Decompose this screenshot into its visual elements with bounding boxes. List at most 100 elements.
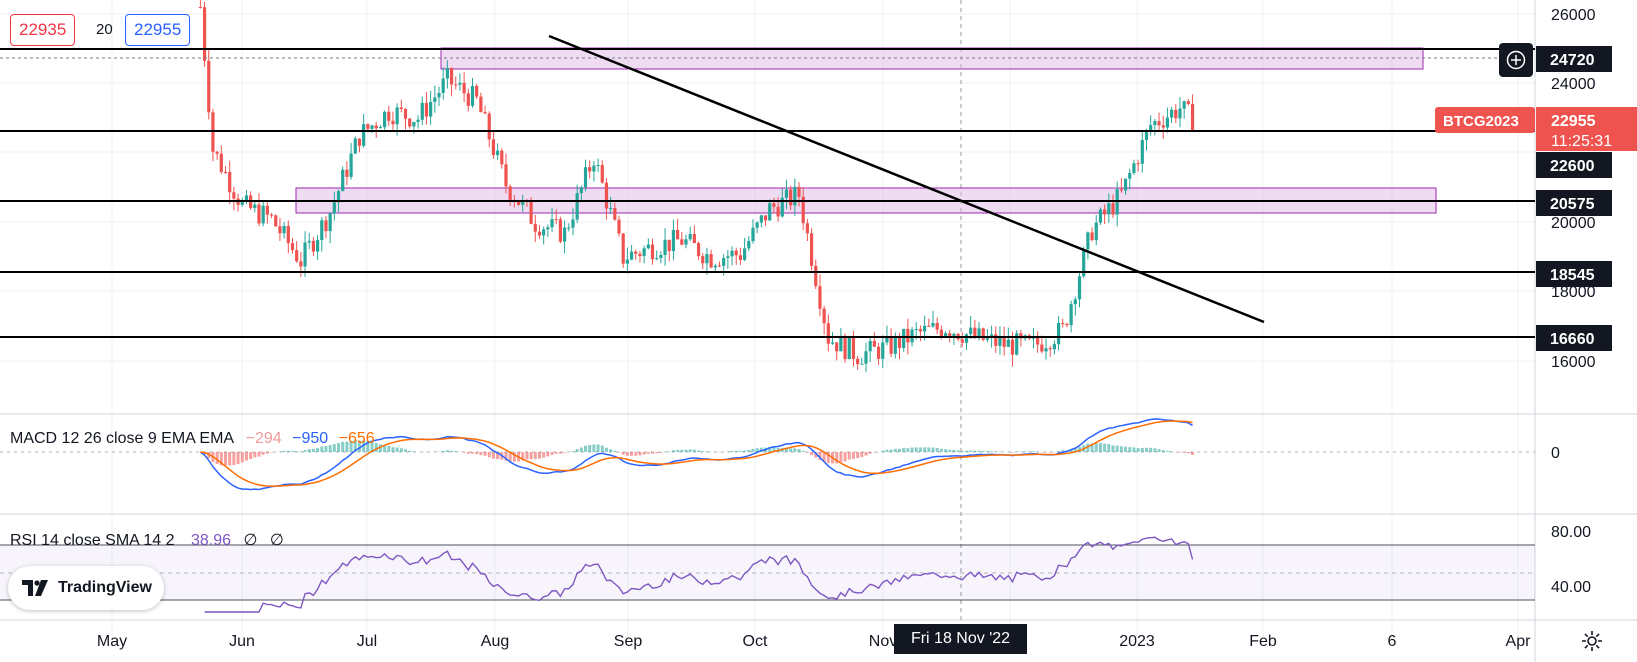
candle-down (872, 340, 876, 347)
candle-down (1002, 337, 1006, 347)
macd-hist-bar (676, 449, 680, 452)
rsi-scale-80: 80.00 (1551, 524, 1591, 541)
candle-down (202, 7, 207, 61)
candle-up (864, 351, 868, 364)
macd-hist-bar (1149, 447, 1153, 452)
candle-down (826, 323, 830, 344)
candle-down (897, 336, 902, 348)
macd-hist-bar (303, 450, 307, 452)
candle-down (278, 226, 282, 234)
candle-down (822, 308, 826, 324)
candle-down (696, 243, 701, 257)
price-tick: 16000 (1551, 354, 1596, 371)
candle-up (931, 322, 935, 327)
candle-up (579, 187, 583, 194)
macd-value: −950 (292, 430, 329, 447)
candle-down (508, 186, 512, 200)
macd-hist-bar (1027, 451, 1031, 452)
horizontal-levels[interactable] (0, 48, 1535, 338)
macd-hist-bar (249, 452, 253, 460)
macd-hist-bar (353, 440, 357, 452)
candle-down (345, 169, 349, 177)
macd-hist-bar (1073, 448, 1077, 452)
macd-hist-bar (282, 450, 286, 452)
macd-hist-bar (927, 447, 931, 452)
candle-up (316, 239, 320, 252)
macd-hist-bar (835, 452, 839, 464)
candle-up (328, 213, 332, 232)
macd-hist-bar (1128, 447, 1132, 452)
macd-hist-bar (563, 452, 567, 453)
time-label-2023: 2023 (1119, 633, 1155, 650)
macd-hist-bar (1132, 447, 1136, 452)
macd-hist-bar (462, 452, 466, 453)
macd-hist-bar (466, 452, 470, 454)
candle-up (353, 138, 357, 154)
rsi-extra-2: ∅ (269, 532, 284, 549)
macd-hist-bar (705, 451, 709, 452)
tradingview-logo[interactable]: TradingView (8, 566, 164, 610)
macd-hist-bar (667, 451, 671, 452)
candle-down (290, 243, 295, 251)
macd-hist-bar (374, 443, 378, 452)
candle-up (1094, 222, 1098, 241)
rsi-legend[interactable]: RSI 14 close SMA 14 2 38.96 ∅ ∅ (10, 530, 284, 550)
candle-up (655, 258, 659, 260)
macd-hist-bar (952, 449, 956, 452)
time-label-sep: Sep (614, 633, 643, 650)
candle-down (600, 165, 604, 183)
candle-up (1044, 348, 1048, 352)
candle-up (445, 68, 449, 79)
candle-up (768, 203, 772, 221)
candle-up (437, 92, 441, 98)
macd-hist-bar (362, 440, 366, 452)
candle-up (943, 333, 948, 337)
candle-down (814, 265, 818, 287)
macd-hist-bar (596, 444, 600, 452)
macd-legend[interactable]: MACD 12 26 close 9 EMA EMA −294 −950 −65… (10, 430, 375, 448)
macd-hist-bar (726, 451, 730, 452)
countdown-label: 11:25:31 (1551, 133, 1612, 150)
gear-icon[interactable] (1580, 629, 1604, 653)
candle-up (1182, 101, 1186, 109)
candle-down (843, 335, 847, 360)
candle-up (253, 204, 257, 209)
level-label-bg (1536, 152, 1612, 178)
macd-hist-bar (445, 450, 449, 452)
candle-up (780, 197, 784, 217)
macd-hist-bar (491, 452, 495, 459)
macd-hist-bar (659, 452, 663, 453)
macd-hist-bar (525, 452, 529, 460)
macd-hist-bar (789, 448, 793, 452)
candle-down (211, 112, 215, 152)
candle-down (387, 111, 391, 121)
macd-hist-bar (600, 445, 604, 452)
macd-hist-bar (508, 452, 512, 462)
macd-hist-bar (328, 445, 332, 452)
macd-hist-bar (1031, 451, 1035, 452)
add-alert-button[interactable] (1499, 43, 1533, 77)
candle-down (856, 358, 860, 365)
macd-hist-bar (684, 449, 688, 452)
macd-hist-bar (454, 451, 458, 452)
candle-down (504, 164, 508, 187)
macd-hist-bar (851, 452, 855, 459)
candle-up (747, 241, 751, 249)
rsi-extra-1: ∅ (243, 532, 258, 549)
candle-down (274, 215, 278, 227)
candle-up (1149, 125, 1153, 131)
sell-price-button[interactable]: 22935 (10, 14, 76, 46)
buy-price-button[interactable]: 22955 (125, 14, 191, 46)
candle-up (1073, 299, 1077, 305)
trend-line[interactable] (548, 34, 1265, 324)
candle-down (286, 225, 290, 244)
macd-hist-bar (738, 450, 742, 452)
macd-hist-bar (487, 452, 491, 458)
macd-hist-bar (512, 452, 516, 462)
macd-hist-bar (847, 452, 851, 460)
macd-hist-bar (747, 449, 751, 452)
candle-up (546, 227, 550, 230)
candle-down (776, 206, 780, 217)
candle-up (646, 244, 650, 249)
